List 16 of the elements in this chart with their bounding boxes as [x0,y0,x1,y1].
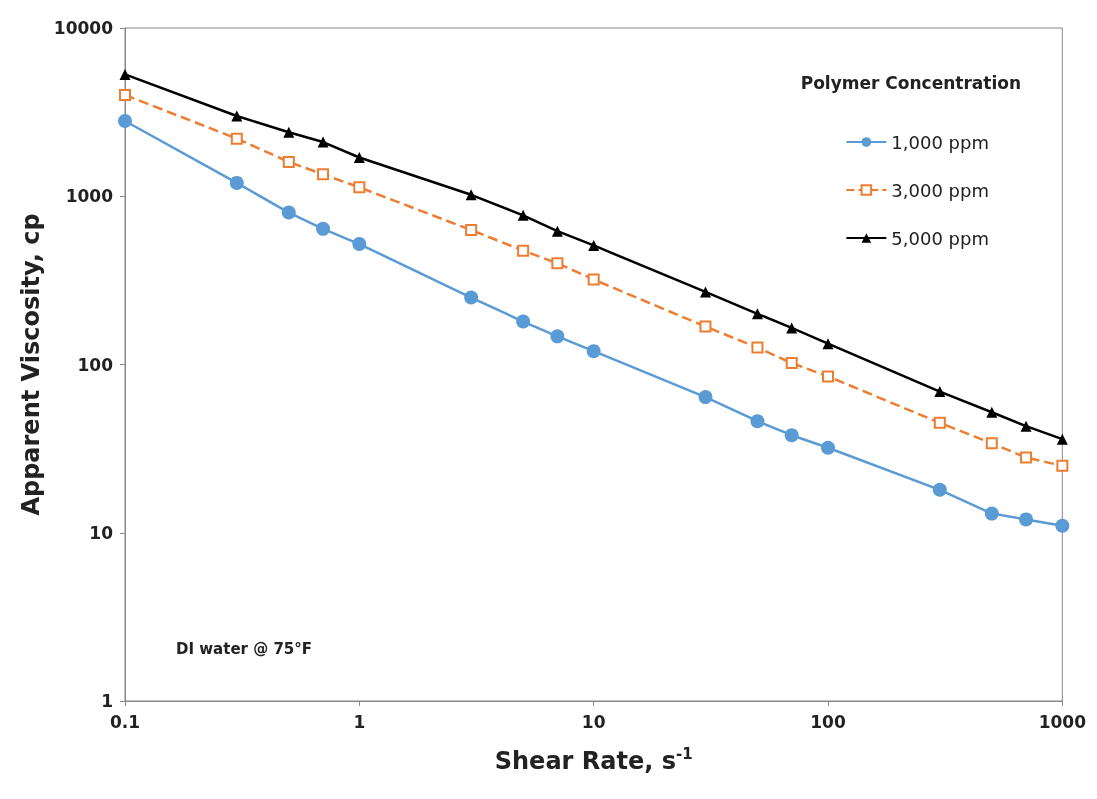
y-axis-title: Apparent Viscosity, cp [16,213,45,516]
y-tick-label: 1000 [65,186,114,207]
y-tick-label: 100 [77,354,114,375]
y-tick-label: 10 [89,522,114,543]
legend-label: 1,000 ppm [891,131,989,153]
x-tick-label: 100 [810,711,846,732]
legend-label: 3,000 ppm [891,179,989,201]
annotation: DI water @ 75°F [176,639,313,658]
x-tick-label: 10 [581,711,606,732]
y-tick-label: 10000 [53,18,114,38]
y-tick-label: 1 [101,691,113,711]
x-tick-label: 1000 [1038,711,1087,732]
x-tick-label: 0.1 [109,711,141,732]
legend-title: Polymer Concentration [800,72,1021,93]
legend-label: 5,000 ppm [891,227,989,249]
x-tick-label: 1 [353,711,366,732]
